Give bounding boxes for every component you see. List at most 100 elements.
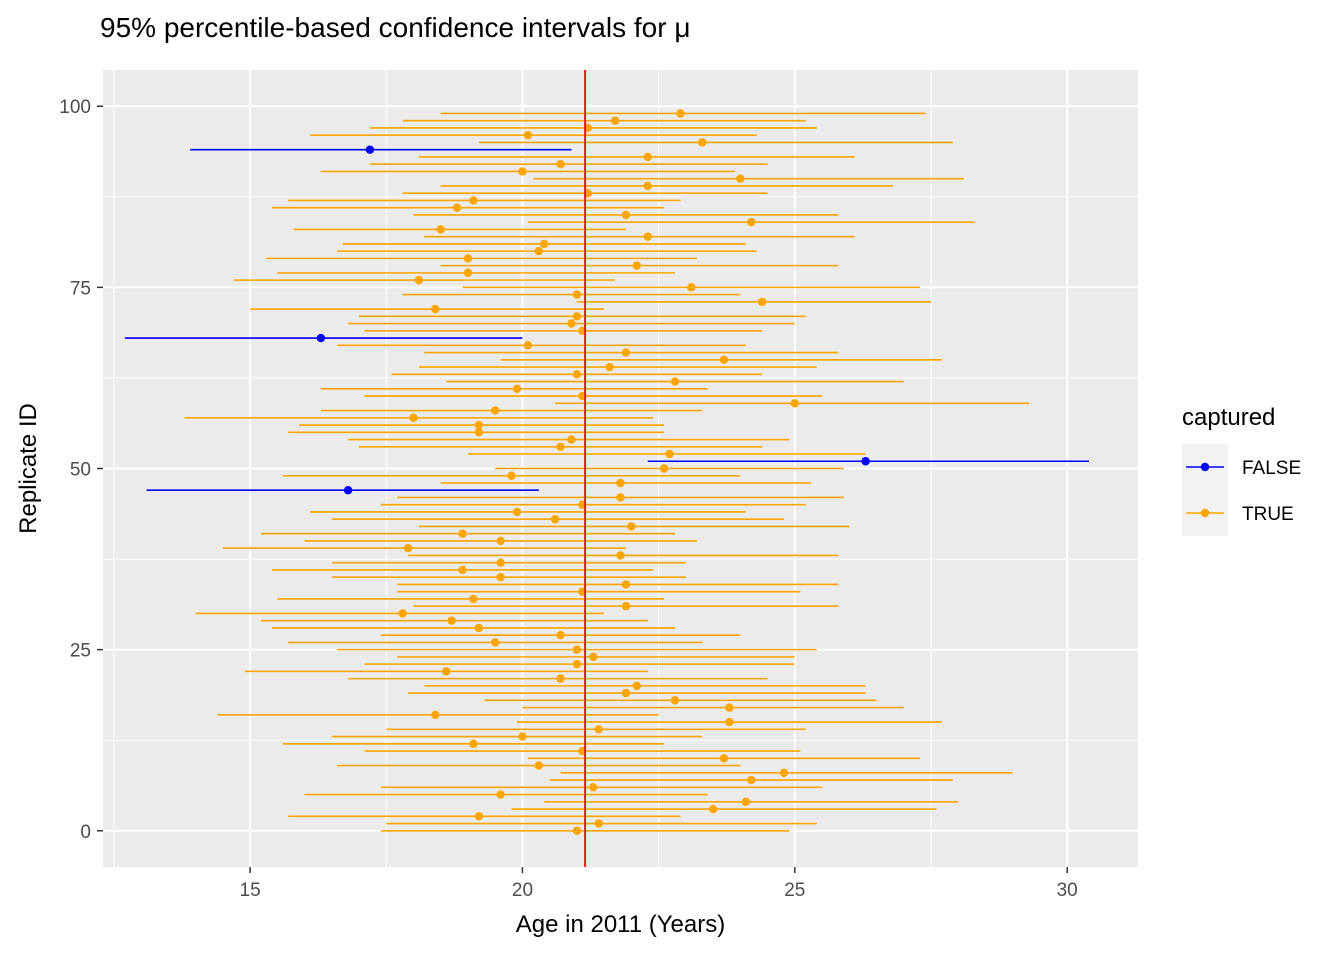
estimate-point xyxy=(779,768,789,778)
estimate-point xyxy=(507,471,516,480)
estimate-point xyxy=(616,493,625,502)
estimate-point xyxy=(469,739,478,749)
estimate-point xyxy=(431,710,440,720)
estimate-point xyxy=(523,131,533,140)
estimate-point xyxy=(463,268,473,278)
estimate-point xyxy=(643,181,652,191)
y-tick-label: 25 xyxy=(70,641,91,662)
estimate-point xyxy=(676,109,685,118)
y-tick-label: 50 xyxy=(70,460,91,481)
x-axis-title: Age in 2011 (Years) xyxy=(516,911,725,938)
estimate-point xyxy=(589,783,598,792)
estimate-point xyxy=(621,210,631,220)
estimate-point xyxy=(491,638,500,647)
estimate-point xyxy=(659,464,669,473)
estimate-point xyxy=(343,486,353,495)
estimate-point xyxy=(496,572,505,582)
estimate-point xyxy=(594,819,603,828)
estimate-point xyxy=(719,754,729,763)
estimate-point xyxy=(463,254,473,263)
estimate-point xyxy=(643,152,652,162)
estimate-point xyxy=(491,406,500,415)
estimate-point xyxy=(670,696,680,705)
estimate-point xyxy=(621,580,631,589)
estimate-point xyxy=(708,804,718,814)
estimate-point xyxy=(474,812,484,821)
estimate-point xyxy=(523,341,533,350)
estimate-point xyxy=(610,116,620,125)
y-tick-label: 0 xyxy=(80,822,91,843)
estimate-point xyxy=(594,725,603,734)
estimate-point xyxy=(665,449,674,459)
estimate-point xyxy=(621,688,631,698)
legend-label: FALSE xyxy=(1242,458,1301,479)
estimate-point xyxy=(616,551,625,560)
legend-title: captured xyxy=(1182,404,1275,431)
estimate-point xyxy=(616,478,625,488)
estimate-point xyxy=(572,659,582,669)
estimate-point xyxy=(572,312,582,321)
estimate-point xyxy=(512,507,522,517)
y-axis-title: Replicate ID xyxy=(15,403,42,534)
estimate-point xyxy=(556,442,565,451)
estimate-point xyxy=(556,630,565,640)
estimate-point xyxy=(469,196,478,205)
estimate-point xyxy=(747,217,756,227)
legend: captured FALSE TRUE xyxy=(1182,404,1301,536)
estimate-point xyxy=(747,775,756,785)
estimate-point xyxy=(403,544,413,553)
estimate-point xyxy=(698,138,707,147)
chart-title: 95% percentile-based confidence interval… xyxy=(100,12,691,43)
estimate-point xyxy=(572,370,582,379)
estimate-point xyxy=(534,246,543,256)
estimate-point xyxy=(621,601,631,611)
estimate-point xyxy=(632,261,642,270)
estimate-point xyxy=(719,355,729,365)
estimate-point xyxy=(316,333,326,343)
x-tick-label: 25 xyxy=(784,880,805,901)
estimate-point xyxy=(398,609,407,618)
estimate-point xyxy=(474,428,484,437)
estimate-point xyxy=(757,297,767,307)
y-tick-label: 75 xyxy=(70,278,91,299)
estimate-point xyxy=(725,717,734,727)
estimate-point xyxy=(632,681,642,691)
estimate-point xyxy=(670,377,680,386)
estimate-point xyxy=(861,457,870,466)
y-axis: 0 25 50 75 100 xyxy=(59,97,103,843)
estimate-point xyxy=(365,145,375,154)
estimate-point xyxy=(458,529,467,538)
estimate-point xyxy=(687,283,696,292)
x-axis: 15 20 25 30 xyxy=(240,867,1078,901)
x-tick-label: 20 xyxy=(512,880,533,901)
estimate-point xyxy=(589,652,598,662)
estimate-point xyxy=(627,522,636,531)
estimate-point xyxy=(414,275,424,285)
estimate-point xyxy=(725,703,734,712)
estimate-point xyxy=(790,399,800,408)
estimate-point xyxy=(736,174,745,183)
estimate-point xyxy=(518,167,527,176)
estimate-point xyxy=(458,565,467,575)
legend-keys-background xyxy=(1182,444,1228,536)
estimate-point xyxy=(572,645,582,654)
estimate-point xyxy=(447,616,456,625)
estimate-point xyxy=(643,232,652,241)
estimate-point xyxy=(409,413,418,422)
estimate-point xyxy=(496,536,505,546)
estimate-point xyxy=(474,420,484,430)
x-tick-label: 30 xyxy=(1057,880,1078,901)
estimate-point xyxy=(512,384,522,393)
estimate-point xyxy=(540,239,549,249)
estimate-point xyxy=(436,225,445,234)
x-tick-label: 15 xyxy=(240,880,261,901)
estimate-point xyxy=(741,797,750,806)
estimate-point xyxy=(550,515,560,524)
estimate-point xyxy=(572,290,582,299)
estimate-point xyxy=(567,435,576,444)
estimate-point xyxy=(567,319,576,328)
y-tick-label: 100 xyxy=(59,97,91,118)
estimate-point xyxy=(452,203,462,212)
legend-entries: FALSE TRUE xyxy=(1186,458,1301,525)
